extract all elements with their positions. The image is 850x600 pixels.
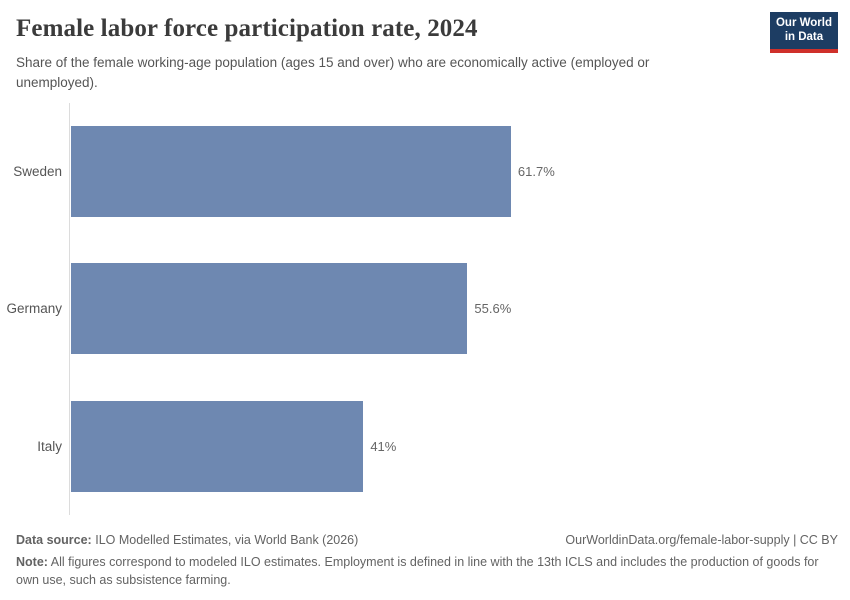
footer: Data source: ILO Modelled Estimates, via… — [16, 532, 838, 589]
bar-row: Germany 55.6% — [0, 240, 850, 377]
note-label: Note: — [16, 555, 48, 569]
page: { "header": { "title": "Female labor for… — [0, 12, 850, 600]
page-title: Female labor force participation rate, 2… — [16, 15, 478, 42]
bar-chart: Sweden 61.7% Germany 55.6% Italy 41% — [0, 103, 850, 515]
chart-subtitle: Share of the female working-age populati… — [16, 55, 650, 90]
y-axis-line — [69, 103, 70, 515]
category-label: Italy — [37, 438, 62, 454]
citation-link[interactable]: OurWorldinData.org/female-labor-supply |… — [565, 533, 838, 547]
bar-track: 41% — [71, 400, 784, 492]
note-line: Note: All figures correspond to modeled … — [16, 554, 838, 589]
owid-logo-line1: Our World — [775, 17, 832, 29]
bar[interactable] — [71, 400, 364, 492]
category-label: Sweden — [13, 164, 62, 180]
bar-row: Sweden 61.7% — [0, 103, 850, 240]
value-label: 55.6% — [474, 301, 512, 317]
bar-track: 61.7% — [71, 126, 784, 218]
bar[interactable] — [71, 263, 468, 355]
note-text: All figures correspond to modeled ILO es… — [16, 555, 819, 587]
data-source-text: ILO Modelled Estimates, via World Bank (… — [95, 533, 359, 547]
bar-row: Italy 41% — [0, 378, 850, 515]
value-label: 41% — [370, 438, 397, 454]
owid-logo-line2: in Data — [784, 30, 824, 43]
header: Female labor force participation rate, 2… — [16, 12, 838, 93]
category-label: Germany — [6, 301, 62, 317]
value-label: 61.7% — [517, 164, 555, 180]
bar-track: 55.6% — [71, 263, 784, 355]
owid-logo[interactable]: Our World in Data — [769, 12, 838, 53]
data-source-label: Data source: — [16, 533, 92, 547]
data-source: Data source: ILO Modelled Estimates, via… — [16, 532, 358, 548]
data-source-line: Data source: ILO Modelled Estimates, via… — [16, 532, 838, 548]
bar[interactable] — [71, 126, 511, 218]
